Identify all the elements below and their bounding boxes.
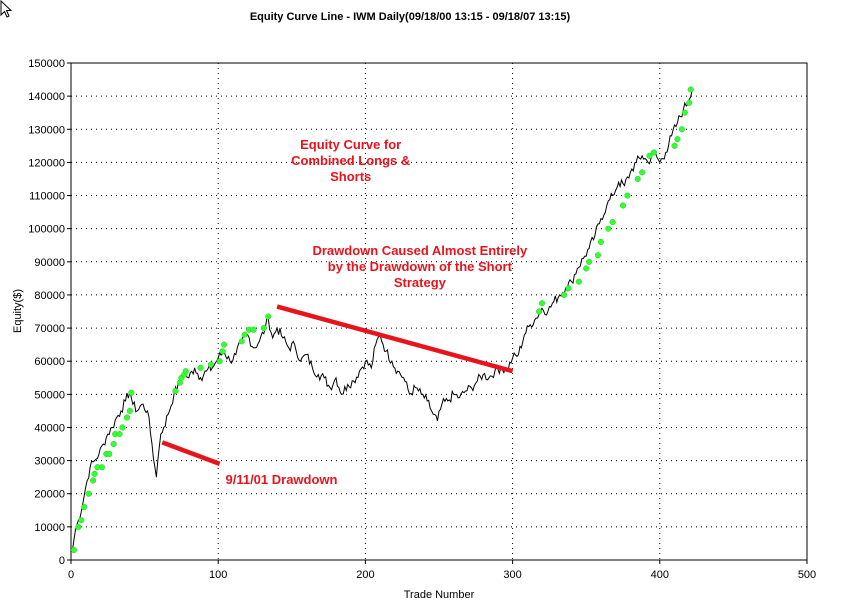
annotation-text: Shorts — [330, 169, 371, 184]
new-high-point — [634, 175, 641, 183]
new-high-point — [583, 265, 590, 272]
new-high-point — [172, 387, 179, 395]
new-high-point — [75, 523, 82, 530]
new-high-point — [207, 361, 214, 368]
new-high-markers — [70, 86, 694, 554]
annotation-text: Drawdown Caused Almost Entirely — [312, 243, 528, 258]
chart-title: Equity Curve Line - IWM Daily(09/18/00 1… — [250, 11, 571, 23]
y-tick-label: 30000 — [34, 456, 65, 468]
new-high-point — [85, 490, 92, 497]
y-tick-label: 90000 — [34, 257, 65, 269]
new-high-point — [81, 503, 88, 511]
drawdown-line — [161, 440, 221, 467]
new-high-point — [686, 99, 693, 106]
new-high-point — [639, 169, 646, 176]
new-high-point — [624, 192, 631, 199]
y-axis-label: Equity($) — [12, 289, 24, 333]
y-tick-label: 40000 — [34, 422, 65, 434]
y-tick-label: 130000 — [28, 124, 65, 136]
x-tick-label: 0 — [68, 569, 74, 581]
y-tick-label: 150000 — [28, 58, 65, 70]
new-high-point — [575, 278, 582, 285]
y-tick-label: 60000 — [34, 356, 65, 368]
equity-line — [72, 89, 693, 551]
new-high-point — [609, 218, 616, 226]
new-high-point — [265, 313, 272, 320]
new-high-point — [216, 358, 223, 365]
new-high-point — [123, 414, 130, 421]
new-high-point — [219, 348, 226, 355]
new-high-point — [650, 149, 657, 156]
new-high-point — [674, 136, 681, 143]
plot-area — [70, 62, 808, 561]
annotation-text: Combined Longs & — [291, 153, 410, 168]
new-high-point — [128, 389, 135, 396]
x-tick-label: 300 — [503, 569, 521, 581]
drawdown-line — [276, 304, 514, 374]
new-high-point — [116, 431, 123, 438]
y-tick-label: 140000 — [28, 91, 65, 103]
new-high-point — [678, 126, 685, 133]
equity-series — [72, 89, 693, 551]
new-high-point — [605, 225, 612, 232]
mouse-cursor-icon — [0, 0, 13, 18]
new-high-point — [106, 450, 113, 458]
annotation-text: by the Drawdown of the Short — [328, 259, 513, 274]
y-tick-label: 20000 — [34, 489, 65, 501]
y-tick-label: 50000 — [34, 389, 65, 401]
new-high-point — [260, 325, 267, 332]
annotation-text: 9/11/01 Drawdown — [225, 472, 337, 487]
y-tick-label: 120000 — [28, 157, 65, 169]
annotation-text: Strategy — [394, 275, 447, 290]
new-high-point — [536, 308, 543, 315]
new-high-point — [126, 407, 133, 414]
new-high-point — [594, 252, 602, 259]
new-high-point — [619, 202, 627, 209]
x-axis: 0 100 200 300 400 500 — [68, 560, 816, 581]
new-high-point — [238, 338, 245, 345]
y-axis: 0 10000 20000 30000 40000 50000 60000 70000 8000… — [28, 58, 71, 567]
annotation-lines — [161, 304, 514, 467]
y-tick-label: 100000 — [28, 224, 65, 236]
y-tick-label: 10000 — [34, 522, 65, 534]
x-axis-label: Trade Number — [404, 589, 475, 601]
new-high-point — [182, 368, 189, 375]
new-high-point — [250, 326, 257, 333]
y-tick-label: 110000 — [29, 191, 65, 203]
new-high-point — [671, 142, 678, 149]
new-high-point — [119, 424, 126, 431]
new-high-point — [646, 152, 653, 159]
new-high-point — [70, 547, 77, 554]
x-tick-label: 100 — [209, 569, 227, 581]
new-high-point — [538, 300, 546, 307]
new-high-point — [681, 109, 688, 116]
new-high-point — [90, 477, 97, 484]
new-high-point — [687, 86, 694, 93]
annotation-text: Equity Curve for — [300, 137, 401, 152]
x-tick-label: 200 — [356, 569, 374, 581]
new-high-point — [221, 341, 228, 348]
new-high-point — [241, 331, 248, 338]
new-high-point — [586, 258, 593, 265]
new-high-point — [597, 238, 604, 245]
x-tick-label: 400 — [651, 569, 669, 581]
new-high-point — [91, 470, 98, 477]
new-high-point — [78, 517, 85, 524]
y-tick-label: 70000 — [34, 323, 65, 335]
x-tick-label: 500 — [798, 569, 816, 581]
new-high-point — [565, 285, 572, 292]
new-high-point — [561, 291, 568, 298]
y-tick-label: 0 — [59, 555, 65, 567]
new-high-point — [110, 440, 117, 448]
new-high-point — [98, 464, 105, 471]
new-high-point — [197, 364, 204, 371]
y-tick-label: 80000 — [34, 290, 65, 302]
